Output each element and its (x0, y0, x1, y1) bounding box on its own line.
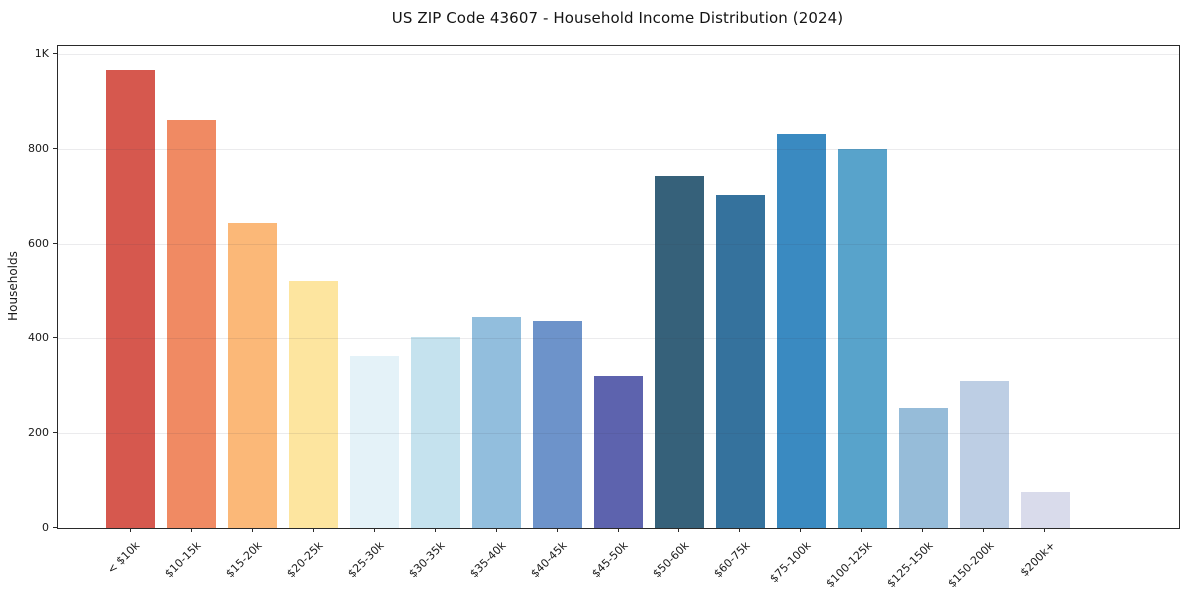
x-tick-label: $50-60k (650, 539, 692, 581)
bar-15 (960, 380, 1009, 528)
x-tick (922, 528, 924, 532)
y-tick (53, 527, 57, 528)
bar-14 (899, 407, 948, 528)
gridline-y-400 (58, 338, 1179, 340)
y-tick-label: 200 (28, 426, 49, 440)
bar-10 (655, 175, 704, 528)
bar-3 (228, 223, 277, 528)
y-tick (53, 432, 57, 434)
x-tick-label: $75-100k (767, 539, 814, 586)
x-tick (739, 528, 741, 532)
x-tick-label: $10-15k (162, 539, 204, 581)
bar-9 (594, 375, 643, 528)
x-tick (190, 528, 192, 532)
x-tick (1044, 528, 1046, 532)
x-tick (678, 528, 680, 532)
x-tick-label: $125-150k (884, 539, 936, 590)
bar-1 (106, 69, 155, 528)
bar-16 (1021, 491, 1070, 528)
x-tick (312, 528, 314, 532)
x-tick-label: $45-50k (589, 539, 631, 581)
x-tick (373, 528, 375, 532)
x-tick (861, 528, 863, 532)
chart-title: US ZIP Code 43607 - Household Income Dis… (391, 9, 844, 27)
x-tick-label: $20-25k (284, 539, 326, 581)
y-tick-label: 400 (28, 331, 49, 345)
x-tick (129, 528, 131, 532)
gridline-y-800 (58, 148, 1179, 150)
bar-11 (716, 195, 765, 528)
x-tick-label: < $10k (105, 539, 143, 577)
y-tick-label: 0 (42, 521, 49, 534)
y-tick (53, 337, 57, 339)
x-tick-label: $150-200k (945, 539, 997, 590)
gridline-y-1K (58, 54, 1179, 56)
bar-4 (289, 280, 338, 528)
gridline-y-600 (58, 243, 1179, 245)
x-tick (800, 528, 802, 532)
x-tick-label: $35-40k (467, 539, 509, 581)
x-tick (251, 528, 253, 532)
y-tick (53, 147, 57, 149)
x-tick-label: $100-125k (823, 539, 875, 590)
bar-13 (838, 148, 887, 528)
bar-6 (411, 337, 460, 528)
y-tick-label: 1K (34, 47, 49, 61)
y-tick (53, 53, 57, 55)
plot-area (57, 45, 1180, 529)
x-tick-label: $200k+ (1017, 539, 1058, 580)
bar-7 (472, 317, 521, 528)
bar-5 (350, 355, 399, 528)
y-tick (53, 242, 57, 244)
x-tick (556, 528, 558, 532)
x-tick-label: $15-20k (223, 539, 265, 581)
y-tick-label: 800 (28, 141, 49, 155)
x-tick-label: $25-30k (345, 539, 387, 581)
x-tick (983, 528, 985, 532)
x-tick-label: $60-75k (711, 539, 753, 581)
y-tick-label: 600 (28, 236, 49, 250)
bar-12 (777, 134, 826, 528)
bar-2 (167, 120, 216, 528)
x-tick (434, 528, 436, 532)
x-tick (617, 528, 619, 532)
x-tick (495, 528, 497, 532)
x-tick-label: $40-45k (528, 539, 570, 581)
bar-8 (533, 320, 582, 528)
x-tick-label: $30-35k (406, 539, 448, 581)
